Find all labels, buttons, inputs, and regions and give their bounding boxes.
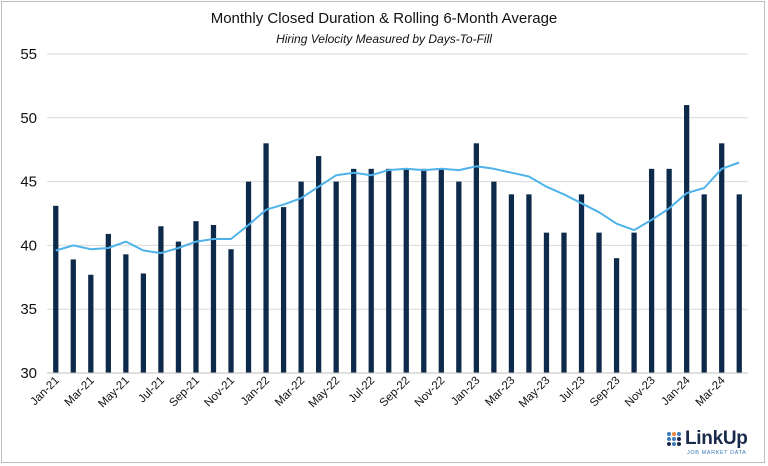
logo-tagline: JOB MARKET DATA xyxy=(687,450,747,456)
bar xyxy=(403,168,409,373)
bar xyxy=(421,168,427,373)
x-tick-label: Sep-23 xyxy=(588,375,623,410)
bar xyxy=(228,249,234,373)
bar xyxy=(263,143,269,373)
x-tick-label: Jan-24 xyxy=(659,374,693,408)
bar xyxy=(158,226,164,373)
chart-title: Monthly Closed Duration & Rolling 6-Mont… xyxy=(210,10,558,27)
chart-subtitle: Hiring Velocity Measured by Days-To-Fill xyxy=(276,32,492,46)
logo-wordmark: LinkUp xyxy=(685,428,748,449)
bar xyxy=(648,168,655,373)
bar xyxy=(298,181,304,373)
y-tick-label: 50 xyxy=(20,110,37,127)
bar xyxy=(701,194,707,373)
y-tick-label: 40 xyxy=(20,237,37,254)
bar xyxy=(280,207,287,373)
bar xyxy=(140,273,147,373)
bar xyxy=(210,224,217,373)
x-tick-label: Mar-24 xyxy=(694,374,729,409)
y-tick-label: 35 xyxy=(20,301,37,318)
bar xyxy=(631,232,637,373)
bar xyxy=(193,221,199,373)
bar xyxy=(666,168,672,373)
bar xyxy=(456,181,462,373)
rolling-average-line xyxy=(55,161,740,255)
bar xyxy=(70,259,76,373)
x-tick-label: Jul-22 xyxy=(347,375,378,406)
x-tick-label: Nov-22 xyxy=(413,375,448,410)
bar xyxy=(508,194,515,373)
bar xyxy=(333,181,339,373)
bar xyxy=(578,194,585,373)
y-tick-label: 55 xyxy=(20,46,37,63)
bar xyxy=(316,156,322,373)
bar xyxy=(245,181,252,373)
x-tick-label: May-21 xyxy=(96,375,132,411)
bar xyxy=(526,194,532,373)
bar xyxy=(123,254,129,373)
bar xyxy=(613,258,620,373)
x-tick-label: Jul-21 xyxy=(136,375,167,406)
x-tick-label: Mar-21 xyxy=(63,375,97,409)
bar xyxy=(736,194,742,373)
logo-dots-icon xyxy=(667,432,681,446)
x-tick-label: Nov-23 xyxy=(623,375,658,410)
y-tick-label: 45 xyxy=(20,174,37,191)
bar xyxy=(719,143,725,373)
bar xyxy=(175,241,182,373)
x-tick-label: Sep-22 xyxy=(378,375,413,410)
bar xyxy=(386,168,392,373)
bar xyxy=(684,105,690,373)
bar xyxy=(88,274,94,373)
linkup-logo: LinkUp JOB MARKET DATA xyxy=(666,428,762,458)
bar xyxy=(351,168,357,373)
bar xyxy=(368,168,374,373)
bar xyxy=(596,232,602,373)
x-tick-label: Jul-23 xyxy=(557,375,588,406)
x-tick-label: Jan-23 xyxy=(449,375,482,408)
bar xyxy=(491,181,497,373)
x-tick-label: Mar-22 xyxy=(273,375,307,409)
bar xyxy=(438,168,444,373)
bar xyxy=(543,232,550,373)
bar xyxy=(561,232,567,373)
x-tick-label: Nov-21 xyxy=(202,375,237,410)
x-tick-label: Mar-23 xyxy=(483,375,517,409)
y-tick-label: 30 xyxy=(20,365,37,382)
x-tick-label: Jan-22 xyxy=(239,375,272,408)
x-tick-label: Sep-21 xyxy=(167,375,202,410)
x-tick-label: May-22 xyxy=(307,375,343,411)
x-tick-label: May-23 xyxy=(517,375,553,411)
bar xyxy=(105,233,111,373)
bar xyxy=(53,205,59,373)
bar xyxy=(473,143,479,373)
